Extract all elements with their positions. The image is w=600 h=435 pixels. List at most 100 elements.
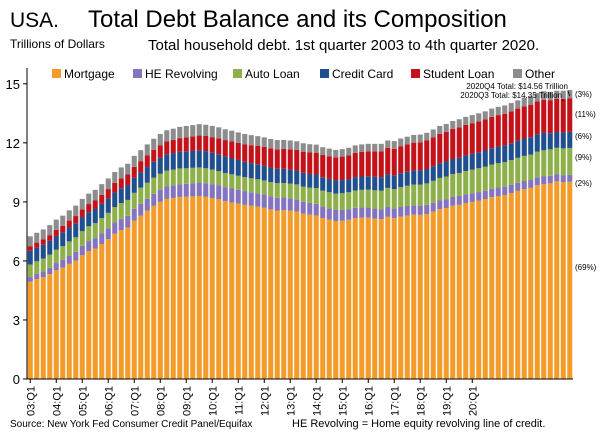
bar-segment-student-loan xyxy=(73,216,79,224)
bar-segment-credit-card xyxy=(73,223,79,238)
bar-segment-auto-loan xyxy=(86,226,92,242)
bar-segment-mortgage xyxy=(502,195,508,379)
bar-segment-mortgage xyxy=(534,185,540,379)
axes: 0 3 6 9 12 15 03:Q1 04:Q1 05:Q1 06:Q1 07:Q1 08:Q1 09… xyxy=(6,68,573,416)
bar-segment-student-loan xyxy=(151,149,157,162)
bar-segment-student-loan xyxy=(437,133,443,164)
legend-swatch-he-revolving xyxy=(133,69,142,78)
bar-segment-he-revolving xyxy=(313,203,319,216)
bar-segment-he-revolving xyxy=(242,191,248,205)
bar-segment-credit-card xyxy=(495,146,501,164)
bar-segment-auto-loan xyxy=(138,187,144,204)
bar-segment-student-loan xyxy=(40,239,46,245)
bar-segment-student-loan xyxy=(183,137,189,152)
x-tick-label: 07:Q1 xyxy=(129,386,141,416)
x-tick-label: 10:Q1 xyxy=(207,386,219,416)
bar-segment-student-loan xyxy=(541,99,547,133)
bar-segment-other xyxy=(339,149,345,157)
legend-label-mortgage: Mortgage xyxy=(64,67,115,81)
bar-segment-student-loan xyxy=(521,106,527,139)
bar-segment-auto-loan xyxy=(73,237,79,252)
bar-segment-he-revolving xyxy=(430,202,436,212)
bar-segment-mortgage xyxy=(53,270,59,379)
bar-segment-student-loan xyxy=(411,142,417,171)
bar-segment-mortgage xyxy=(541,184,547,379)
bar-segment-auto-loan xyxy=(508,160,514,185)
bar-segment-credit-card xyxy=(196,150,202,168)
bar-segment-other xyxy=(391,141,397,149)
plot-area: 0 3 6 9 12 15 03:Q1 04:Q1 05:Q1 06:Q1 07:Q1 08:Q1 09… xyxy=(6,68,597,416)
bar-segment-student-loan xyxy=(255,145,261,165)
bar-segment-other xyxy=(261,137,267,147)
bar-segment-auto-loan xyxy=(281,182,287,198)
bar-segment-other xyxy=(177,126,183,139)
bar-segment-mortgage xyxy=(99,244,105,379)
x-tick-label: 20:Q1 xyxy=(467,386,479,416)
bar-segment-mortgage xyxy=(112,233,118,379)
bar-segment-auto-loan xyxy=(469,169,475,194)
bar-segment-credit-card xyxy=(359,176,365,190)
bar-segment-credit-card xyxy=(456,157,462,173)
bar-segment-he-revolving xyxy=(541,176,547,185)
bar-segment-he-revolving xyxy=(183,183,189,197)
bar-segment-mortgage xyxy=(424,214,430,379)
bar-segment-other xyxy=(274,140,280,150)
bar-segment-other xyxy=(190,125,196,137)
bar-segment-student-loan xyxy=(209,137,215,153)
bar-segment-student-loan xyxy=(450,128,456,159)
bar-segment-other xyxy=(482,111,488,120)
annotation-q3-total: 2020Q3 Total: $14.35 Trillion xyxy=(460,91,562,100)
bar-segment-credit-card xyxy=(242,161,248,178)
x-tick-label: 19:Q1 xyxy=(441,386,453,416)
bar-segment-auto-loan xyxy=(40,258,46,272)
bar-segment-mortgage xyxy=(339,220,345,379)
bar-segment-credit-card xyxy=(79,217,85,232)
bar-segment-credit-card xyxy=(365,176,371,190)
bar-segment-auto-loan xyxy=(541,150,547,177)
bar-segment-mortgage xyxy=(326,219,332,379)
bar-segment-student-loan xyxy=(118,178,124,189)
bar-segment-auto-loan xyxy=(411,184,417,206)
bar-segment-credit-card xyxy=(66,227,72,242)
bar-segment-mortgage xyxy=(469,201,475,379)
bar-segment-student-loan xyxy=(378,151,384,178)
bar-segment-auto-loan xyxy=(203,168,209,184)
bar-segment-auto-loan xyxy=(365,189,371,208)
bar-segment-mortgage xyxy=(229,202,235,379)
bar-segment-he-revolving xyxy=(60,259,66,268)
bar-segment-other xyxy=(105,178,111,190)
bar-segment-other xyxy=(216,127,222,139)
bar-segment-mortgage xyxy=(547,183,553,379)
bar-segment-he-revolving xyxy=(105,228,111,240)
bar-segment-auto-loan xyxy=(268,182,274,197)
bar-segment-other xyxy=(567,89,573,99)
bar-segment-credit-card xyxy=(300,172,306,187)
bar-segment-other xyxy=(294,141,300,150)
bar-segment-student-loan xyxy=(482,119,488,151)
bar-segment-he-revolving xyxy=(177,184,183,197)
bar-segment-credit-card xyxy=(346,179,352,193)
bar-segment-mortgage xyxy=(261,207,267,379)
legend-label-student-loan: Student Loan xyxy=(423,67,494,81)
bar-segment-credit-card xyxy=(547,133,553,150)
bar-segment-auto-loan xyxy=(482,166,488,191)
bar-segment-credit-card xyxy=(287,169,293,184)
bar-segment-other xyxy=(255,136,261,146)
bar-segment-other xyxy=(125,163,131,175)
bar-segment-credit-card xyxy=(541,132,547,151)
bar-segment-student-loan xyxy=(391,148,397,176)
x-tick-label: 14:Q1 xyxy=(311,386,323,416)
bar-segment-other xyxy=(229,130,235,142)
bar-segment-credit-card xyxy=(476,152,482,169)
legend: Mortgage HE Revolving Auto Loan Credit Card… xyxy=(52,67,555,81)
bar-segment-he-revolving xyxy=(235,189,241,204)
legend-swatch-credit-card xyxy=(320,69,329,78)
bar-segment-credit-card xyxy=(86,212,92,227)
bar-segment-auto-loan xyxy=(326,192,332,209)
bar-segment-credit-card xyxy=(157,157,163,174)
bar-segment-auto-loan xyxy=(528,154,534,181)
bar-segment-auto-loan xyxy=(404,185,410,207)
legend-label-credit-card: Credit Card xyxy=(332,67,393,81)
x-tick-label: 05:Q1 xyxy=(77,386,89,416)
bar-segment-he-revolving xyxy=(92,238,98,249)
